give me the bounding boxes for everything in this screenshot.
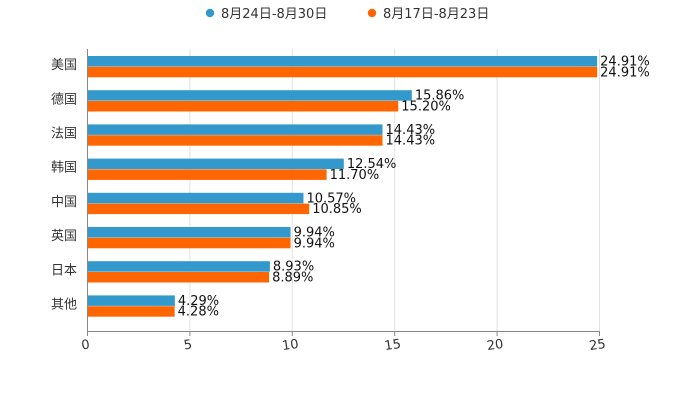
value-label-s1-0: 24.91% [600, 65, 650, 80]
value-label-s1-5: 9.94% [294, 236, 335, 251]
legend-marker-0 [205, 8, 215, 18]
value-label-s0-2: 14.43% [386, 123, 436, 138]
value-label-s1-3: 11.70% [330, 168, 380, 183]
bar-s0-2 [88, 124, 383, 135]
value-labels: 24.91%24.91% 15.86%15.20% 14.43%14.43% 12.5… [178, 55, 650, 320]
bar-s1-1 [88, 101, 399, 112]
x-tick-label-5: 25 [588, 337, 606, 354]
category-label-5: 英国 [51, 229, 77, 244]
category-label-0: 美国 [51, 58, 77, 73]
x-tick-label-4: 20 [486, 337, 504, 354]
bar-s0-3 [88, 158, 344, 170]
legend-marker-1 [367, 8, 377, 18]
bar-s1-7 [88, 306, 175, 317]
value-label-s0-5: 9.94% [294, 226, 335, 241]
bar-s1-0 [88, 66, 598, 78]
category-label-3: 韩国 [51, 161, 77, 176]
bar-s1-3 [88, 169, 327, 180]
value-label-s0-3: 12.54% [347, 157, 397, 172]
legend: 8月24日-8月30日 8月17日-8月23日 [205, 7, 489, 22]
x-tick-label-2: 10 [281, 337, 299, 354]
value-label-s1-4: 10.85% [312, 202, 362, 217]
value-label-s1-6: 8.89% [272, 271, 313, 286]
legend-label-0: 8月24日-8月30日 [221, 7, 327, 22]
value-label-s1-1: 15.20% [401, 100, 451, 115]
category-label-7: 其他 [51, 298, 77, 313]
x-tick-label-3: 15 [384, 337, 402, 354]
bar-s0-0 [88, 56, 598, 67]
bar-s0-6 [88, 261, 270, 272]
bar-s1-4 [88, 203, 310, 215]
category-label-6: 日本 [51, 263, 77, 278]
legend-label-1: 8月17日-8月23日 [383, 7, 489, 22]
category-label-2: 法国 [51, 127, 77, 142]
category-label-4: 中国 [51, 195, 77, 210]
category-label-1: 德国 [51, 92, 77, 107]
value-label-s0-0: 24.91% [600, 55, 650, 70]
bar-s0-5 [88, 227, 291, 238]
bar-s0-1 [88, 90, 412, 101]
bar-s1-5 [88, 237, 291, 249]
value-label-s1-7: 4.28% [178, 305, 219, 320]
x-axis: 0 5 10 15 20 25 [80, 49, 607, 354]
value-label-s1-2: 14.43% [386, 134, 436, 149]
x-tick-label-0: 0 [80, 337, 90, 353]
bar-s1-2 [88, 135, 383, 146]
x-tick-label-1: 5 [183, 337, 193, 353]
bar-s0-7 [88, 295, 175, 306]
value-label-s0-7: 4.29% [178, 294, 219, 309]
value-label-s0-4: 10.57% [306, 191, 356, 206]
bars [88, 56, 598, 317]
bar-s0-4 [88, 192, 304, 204]
value-label-s0-1: 15.86% [415, 89, 465, 104]
bar-s1-6 [88, 272, 270, 283]
value-label-s0-6: 8.93% [273, 260, 314, 275]
